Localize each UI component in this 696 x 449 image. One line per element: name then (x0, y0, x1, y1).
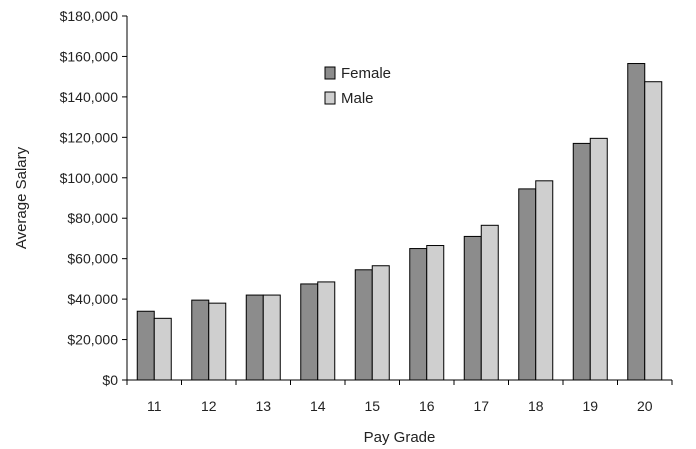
bar-male-16 (426, 245, 445, 381)
bar-female-15 (354, 269, 373, 381)
legend-label-female: Female (341, 65, 391, 82)
x-tick-label: 20 (637, 398, 653, 414)
y-tick-label: $80,000 (67, 210, 118, 226)
y-tick-label: $140,000 (60, 89, 119, 105)
legend-swatch-male (324, 91, 336, 105)
y-tick-label: $40,000 (67, 291, 118, 307)
bar-female-11 (136, 310, 155, 381)
x-tick-label: 18 (528, 398, 544, 414)
legend: Female Male (324, 65, 391, 107)
bar-male-13 (262, 294, 281, 381)
legend-label-male: Male (341, 90, 374, 107)
x-tick-label: 15 (364, 398, 380, 414)
bar-female-20 (627, 63, 646, 381)
y-axis-title: Average Salary (13, 146, 30, 249)
bar-male-11 (153, 317, 172, 381)
x-tick-label: 17 (473, 398, 489, 414)
bar-female-13 (245, 294, 264, 381)
bar-male-12 (208, 302, 227, 381)
y-tick-label: $60,000 (67, 251, 118, 267)
y-tick-label: $0 (102, 372, 118, 388)
bar-female-17 (463, 235, 482, 381)
x-tick-label: 11 (147, 398, 162, 414)
x-axis-title: Pay Grade (364, 429, 436, 446)
y-tick-label: $180,000 (60, 8, 119, 24)
x-tick-label: 16 (419, 398, 435, 414)
bar-female-19 (572, 142, 591, 381)
bar-female-18 (518, 188, 537, 381)
bar-male-20 (644, 81, 663, 381)
y-tick-label: $160,000 (60, 48, 119, 64)
bar-male-14 (317, 281, 336, 381)
y-tick-label: $100,000 (60, 170, 119, 186)
bar-female-16 (409, 248, 428, 381)
x-tick-label: 13 (255, 398, 271, 414)
axes-group: $0 $20,000 $40,000 $60,000 $80,000 $100,000 $1… (60, 8, 673, 414)
bar-male-19 (589, 137, 608, 381)
bar-male-18 (535, 180, 554, 381)
legend-swatch-female (324, 66, 336, 80)
bars-group (136, 63, 663, 381)
bar-female-12 (191, 299, 210, 381)
bar-male-15 (371, 265, 390, 381)
y-tick-label: $20,000 (67, 332, 118, 348)
x-tick-label: 19 (582, 398, 598, 414)
y-tick-label: $120,000 (60, 129, 119, 145)
bar-female-14 (300, 283, 319, 381)
bar-male-17 (480, 224, 499, 381)
x-tick-label: 12 (201, 398, 217, 414)
x-tick-label: 14 (310, 398, 326, 414)
